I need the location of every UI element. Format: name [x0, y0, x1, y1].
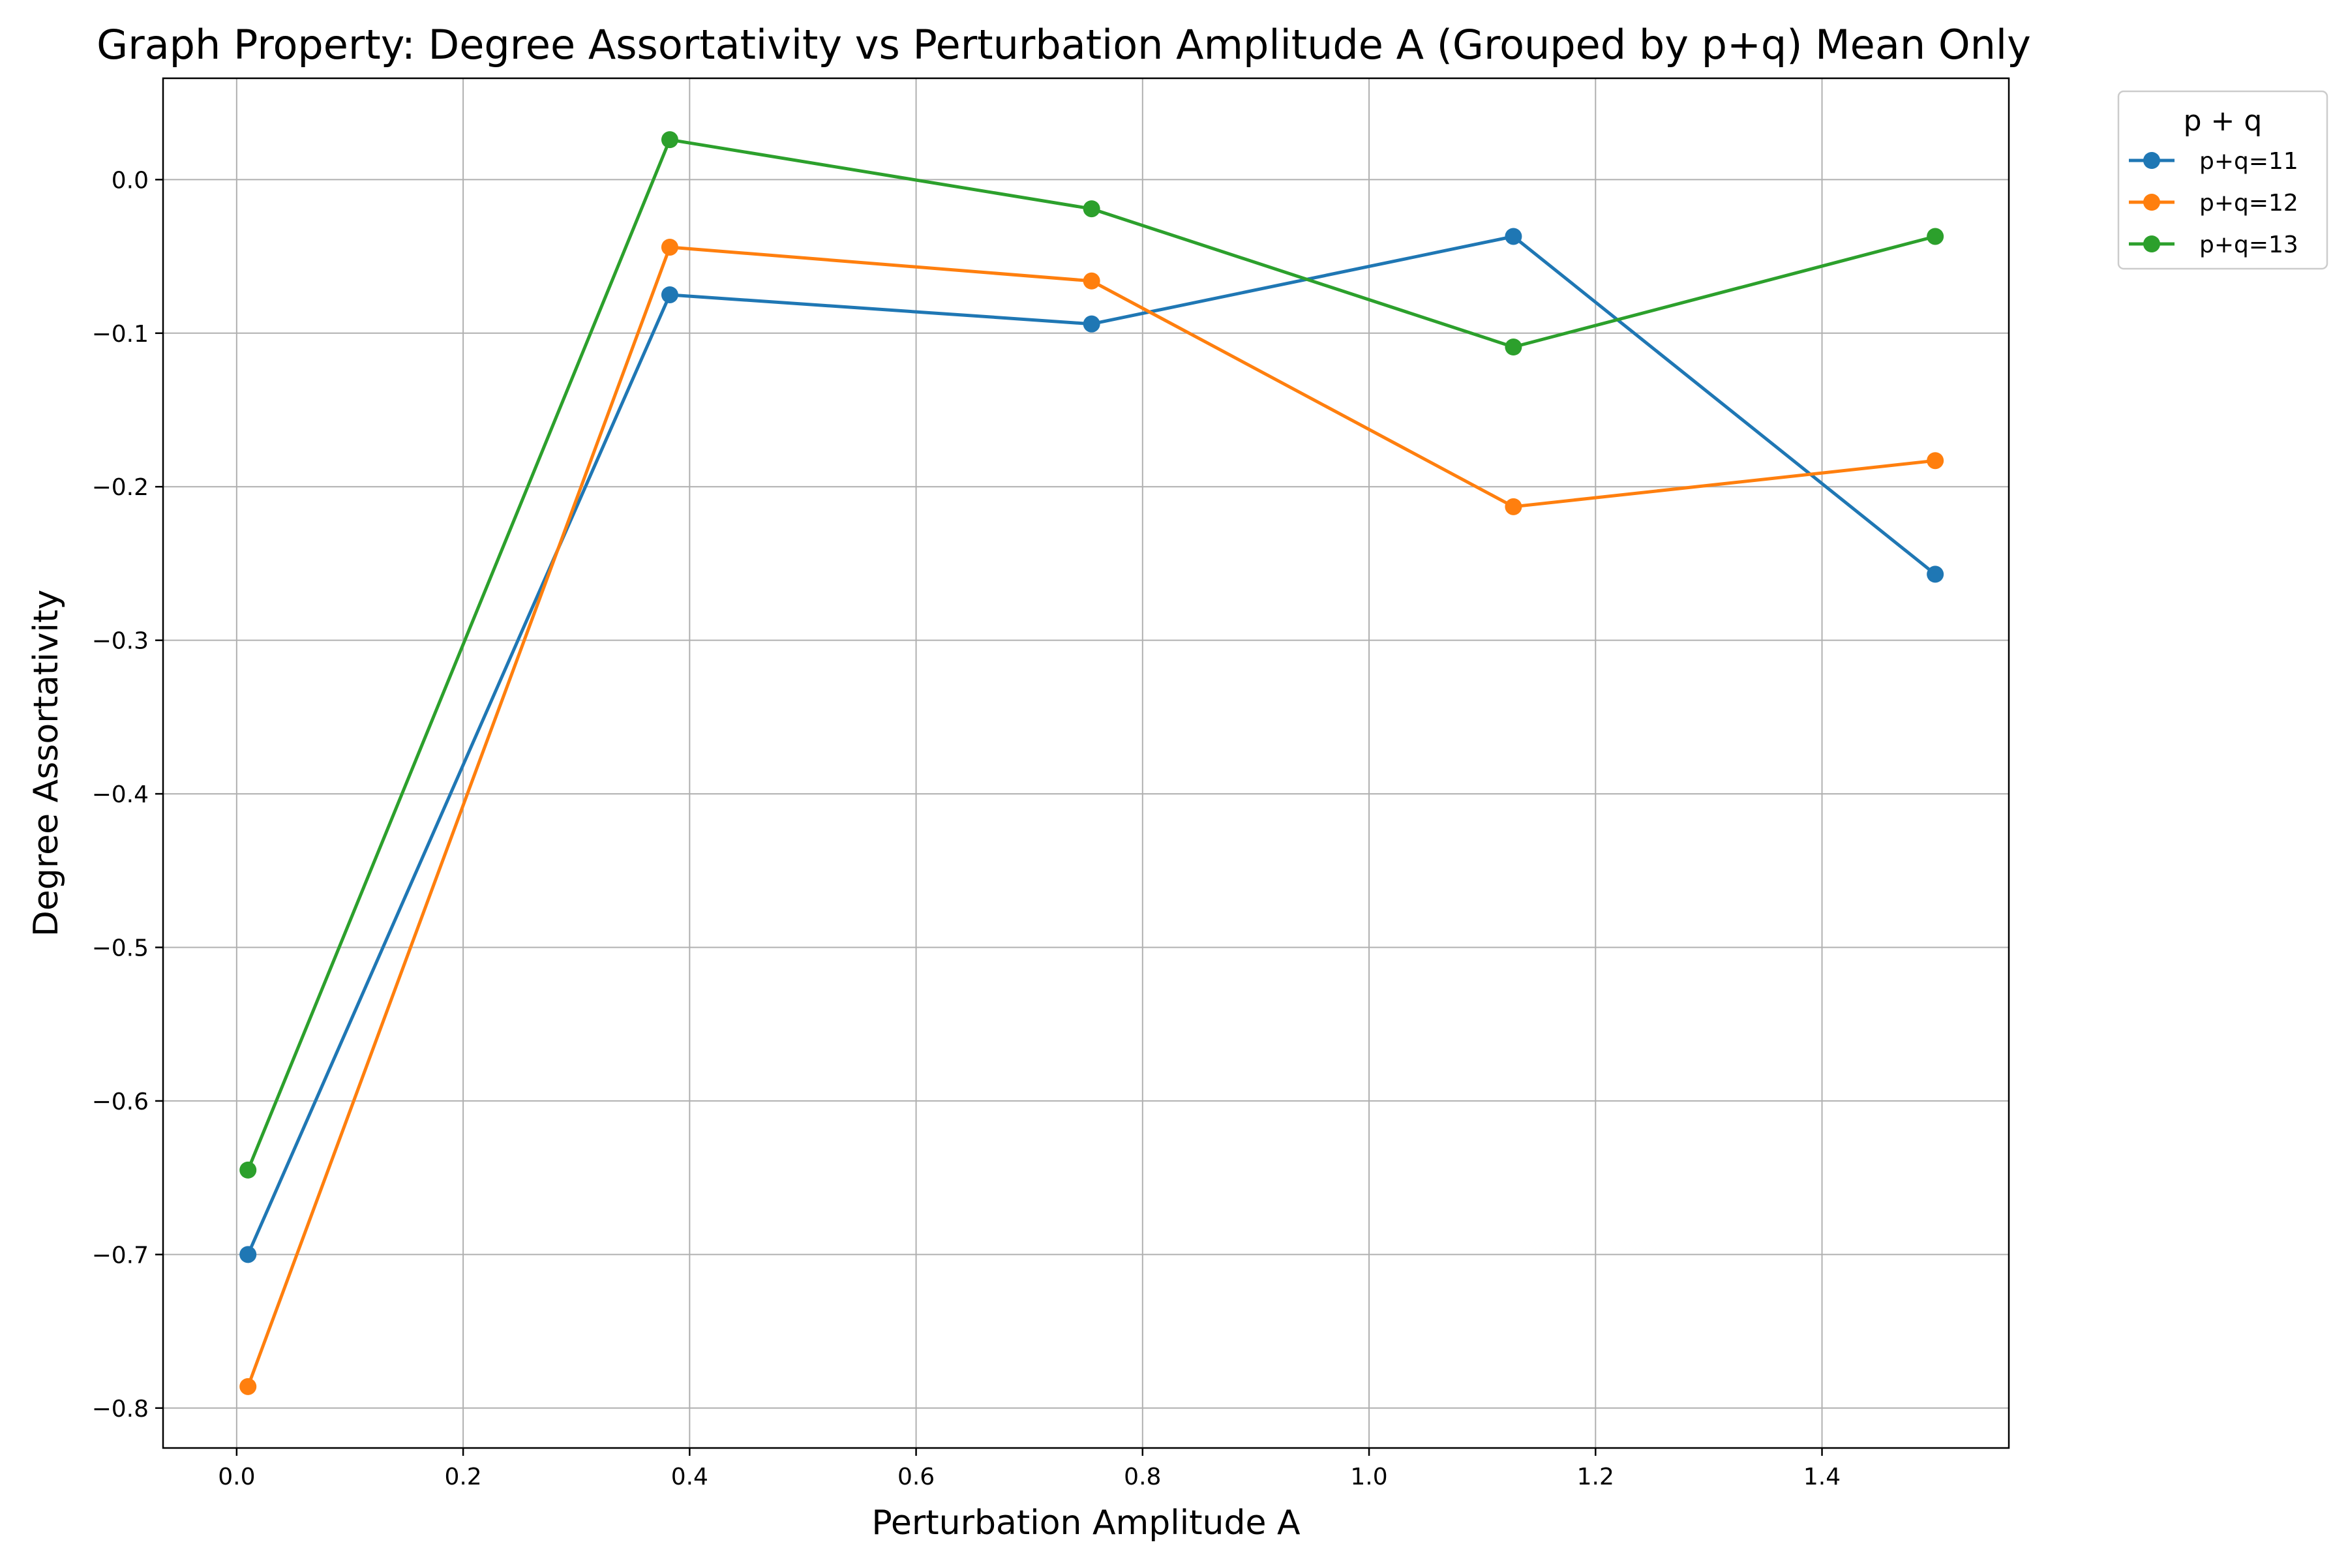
data-point [239, 1246, 257, 1263]
series-2 [239, 238, 1944, 1395]
y-tick-label: −0.1 [92, 321, 149, 348]
x-tick-label: 1.0 [1350, 1464, 1387, 1490]
legend-label: p+q=12 [2199, 190, 2298, 217]
x-tick-label: 1.2 [1577, 1464, 1614, 1490]
y-tick-label: −0.5 [92, 935, 149, 962]
data-point [239, 1161, 257, 1179]
data-point [1083, 315, 1100, 333]
data-point [1927, 565, 1944, 583]
legend-label: p+q=13 [2199, 232, 2298, 258]
plot-frame [162, 77, 2010, 1449]
series-layer [239, 131, 1944, 1395]
legend-entry: p+q=13 [2129, 232, 2298, 258]
y-tick-label: −0.7 [92, 1242, 149, 1269]
x-tick-label: 1.4 [1803, 1464, 1841, 1490]
y-axis-ticks: 0.0 −0.1 −0.2 −0.3 −0.4 −0.5 −0.6 −0.7 −0.8 [92, 167, 163, 1423]
data-point [661, 131, 678, 149]
data-point [239, 1378, 257, 1395]
y-tick-label: −0.6 [92, 1089, 149, 1115]
legend-entry: p+q=11 [2129, 148, 2298, 175]
data-point [661, 286, 678, 303]
x-axis-label: Perturbation Amplitude A [871, 1503, 1301, 1543]
y-tick-label: −0.4 [92, 781, 149, 808]
y-tick-label: −0.8 [92, 1396, 149, 1423]
data-point [1927, 228, 1944, 245]
legend-entry: p+q=12 [2129, 190, 2298, 217]
legend: p + q p+q=11 p+q=12 p+q=13 [2117, 90, 2328, 270]
legend-title: p + q [2184, 104, 2263, 138]
y-axis-label: Degree Assortativity [27, 590, 66, 937]
legend-label: p+q=11 [2199, 148, 2298, 175]
y-tick-label: −0.2 [92, 474, 149, 501]
series-3 [239, 131, 1944, 1179]
legend-marker [2143, 152, 2160, 169]
x-tick-label: 0.6 [897, 1464, 935, 1490]
series-1 [239, 228, 1944, 1263]
data-point [1505, 498, 1522, 515]
legend-entries: p+q=11 p+q=12 p+q=13 [2129, 148, 2298, 258]
legend-marker [2143, 235, 2160, 252]
data-point [1083, 200, 1100, 218]
y-tick-label: −0.3 [92, 628, 149, 655]
data-point [1505, 338, 1522, 355]
chart-title: Graph Property: Degree Assortativity vs … [97, 21, 2031, 68]
legend-frame [2117, 90, 2328, 270]
x-axis-ticks: 0.0 0.2 0.4 0.6 0.8 1.0 1.2 1.4 [218, 1448, 1841, 1490]
x-tick-label: 0.4 [671, 1464, 708, 1490]
y-tick-label: 0.0 [112, 167, 149, 194]
x-tick-label: 0.2 [444, 1464, 481, 1490]
data-point [1083, 272, 1100, 290]
data-point [1505, 228, 1522, 245]
data-point [1927, 452, 1944, 470]
x-tick-label: 0.0 [218, 1464, 255, 1490]
x-tick-label: 0.8 [1124, 1464, 1161, 1490]
data-point [661, 238, 678, 256]
legend-marker [2143, 194, 2160, 211]
